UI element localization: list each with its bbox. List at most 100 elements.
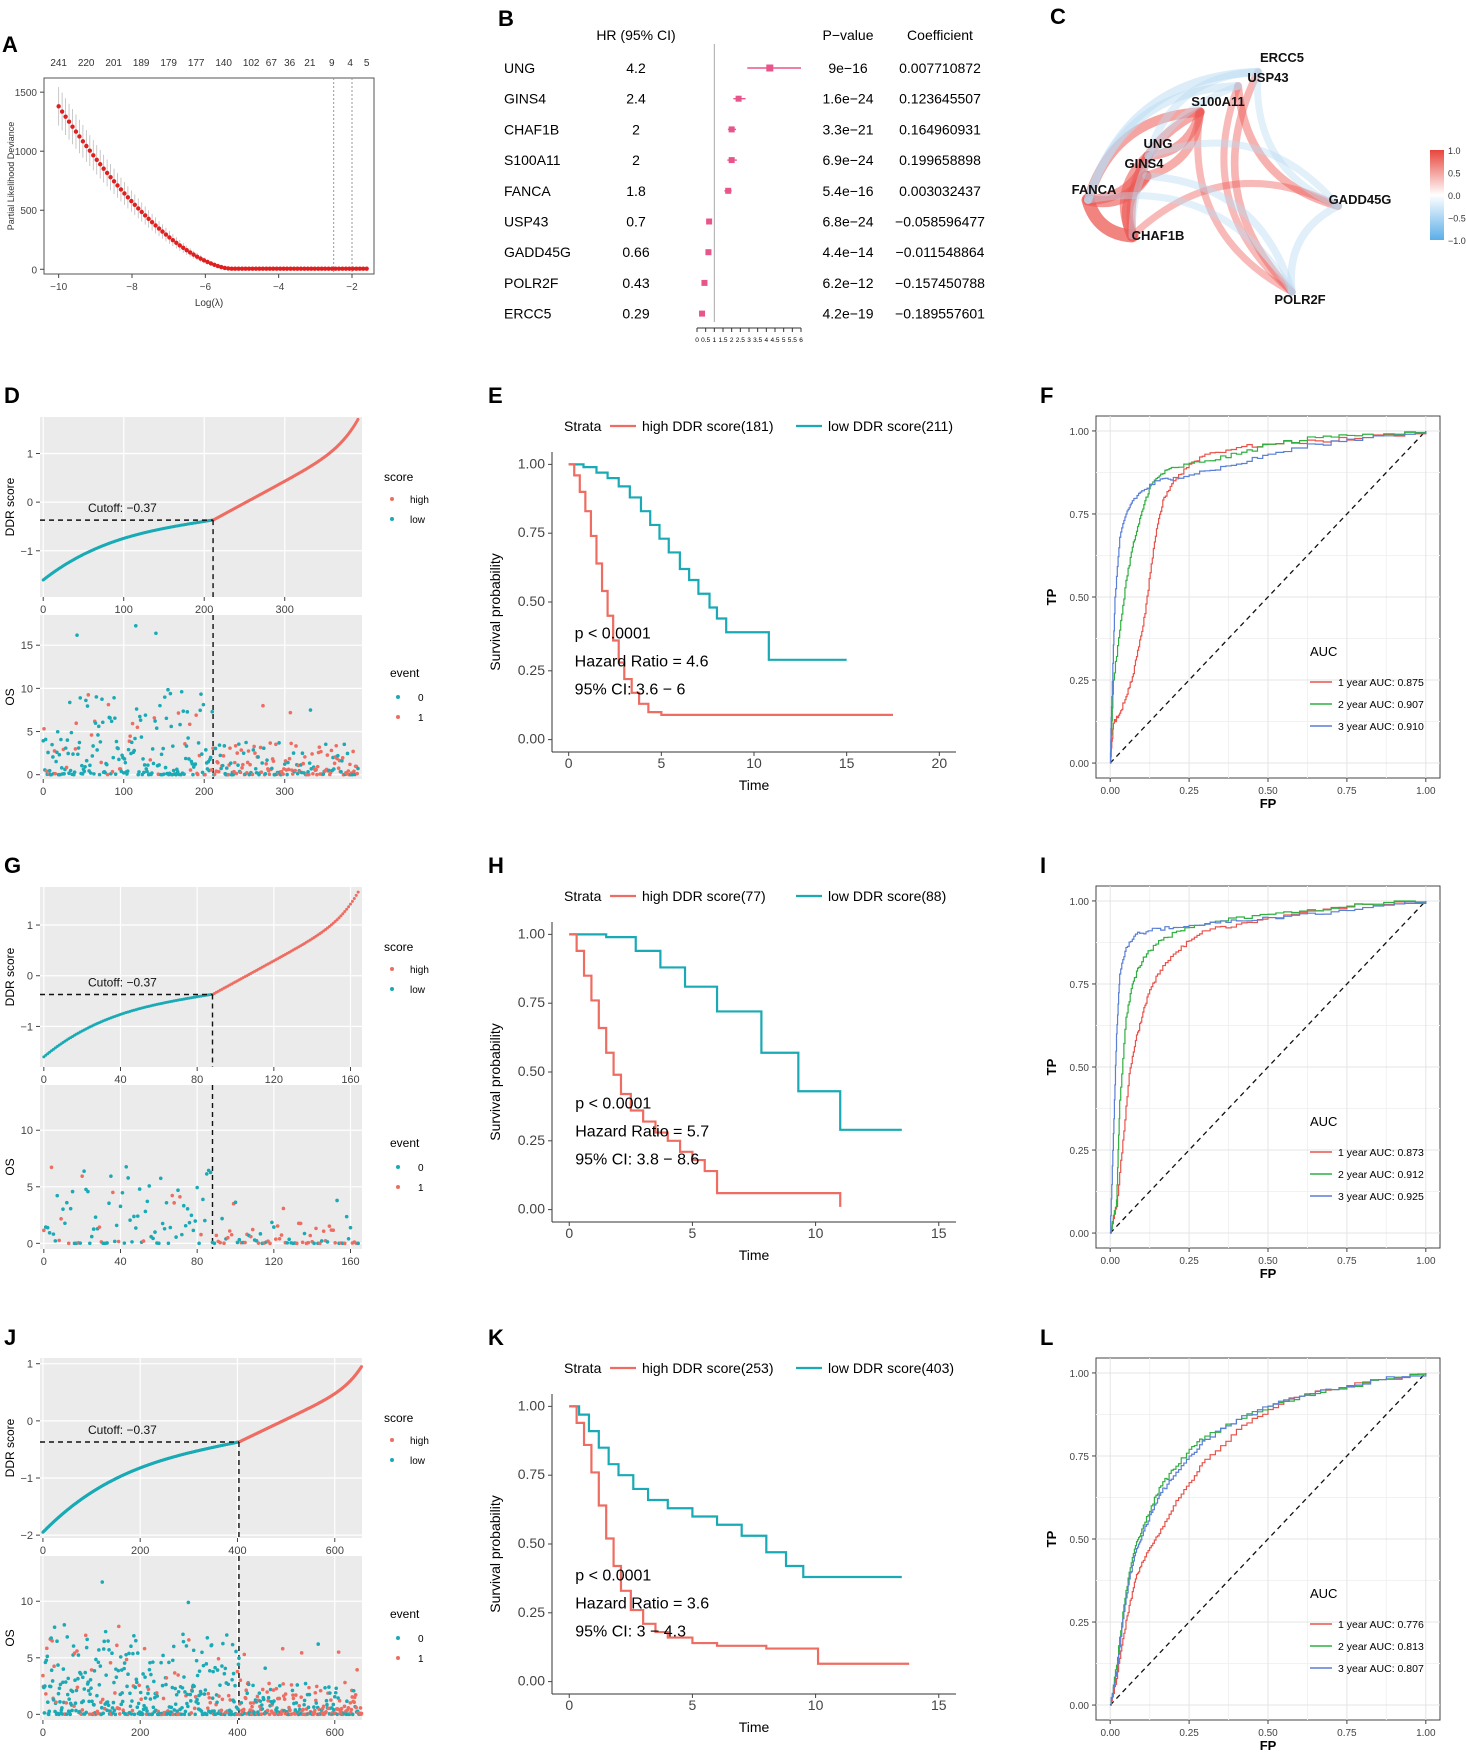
hr-marker (706, 218, 713, 225)
y-axis-label: TP (1044, 588, 1059, 605)
correlation-link (1128, 82, 1242, 240)
x-tick-label: 600 (326, 1727, 344, 1739)
forest-tick-label: 1 (713, 337, 717, 344)
color-legend-label: −1.0 (1448, 236, 1466, 246)
os-point (203, 772, 207, 777)
os-point (98, 740, 103, 744)
os-point (118, 1204, 123, 1209)
os-point (151, 1660, 155, 1664)
os-point (49, 1668, 54, 1672)
y-tick-label: 1.00 (1070, 1369, 1090, 1380)
y-tick-label: 5 (27, 1182, 33, 1194)
deviance-point (132, 202, 138, 208)
top-label: 4 (347, 58, 353, 69)
os-point (163, 765, 168, 770)
gene-node-label: GADD45G (1329, 192, 1392, 207)
os-point (183, 1709, 188, 1714)
hr-marker (728, 126, 735, 133)
deviance-point (291, 266, 297, 271)
os-point (291, 1696, 296, 1701)
deviance-point (167, 235, 172, 240)
os-point (199, 1692, 203, 1696)
y-tick-label: 1.00 (518, 1397, 545, 1413)
panel-label-b: B (498, 6, 514, 31)
risk-score-point (352, 897, 356, 901)
os-point (300, 1240, 305, 1245)
os-point (87, 1712, 92, 1716)
os-point (138, 1690, 143, 1695)
os-point (344, 1214, 349, 1219)
os-point (90, 754, 95, 758)
os-point (88, 1692, 92, 1696)
os-point (249, 1234, 253, 1239)
os-point (145, 1709, 149, 1713)
os-point (314, 1701, 319, 1705)
diagonal-reference (1109, 1372, 1427, 1706)
os-point (235, 1240, 240, 1245)
deviance-point (340, 266, 345, 271)
x-tick-label: 160 (341, 1256, 359, 1268)
y-tick-label: 0.25 (518, 662, 545, 678)
deviance-point (222, 265, 227, 271)
os-point (161, 746, 165, 751)
y-tick-label: 0.50 (1070, 593, 1090, 604)
os-point (289, 741, 293, 746)
legend-dot-event-0 (396, 695, 400, 699)
risk-score-point (343, 910, 347, 914)
x-tick-label: 0.00 (1100, 1256, 1120, 1267)
os-point (351, 749, 355, 754)
os-point (229, 1712, 234, 1717)
panel-k-km-curve: 0 5 10 15 0.00 0.25 0.50 0.75 1.00 Time Survival p… (487, 1360, 956, 1735)
os-point (216, 760, 220, 765)
os-point (164, 716, 169, 721)
os-point (315, 772, 319, 777)
os-point (130, 721, 135, 726)
os-point (346, 1706, 351, 1710)
os-point (112, 695, 116, 700)
deviance-point (142, 213, 148, 218)
os-point (131, 1651, 135, 1656)
correlation-link (1194, 108, 1296, 296)
x-tick-label: 160 (341, 1074, 359, 1086)
os-point (236, 1707, 240, 1711)
os-point (114, 739, 119, 744)
risk-score-point (345, 907, 349, 911)
y-tick-label: 0.25 (1070, 1146, 1090, 1157)
header-hr: HR (95% CI) (596, 27, 675, 43)
os-point (42, 1711, 47, 1715)
deviance-point (309, 266, 314, 271)
os-point (335, 1712, 339, 1717)
deviance-point (97, 162, 103, 167)
os-point (57, 1686, 62, 1691)
km-curve-high (569, 1405, 910, 1665)
os-point (216, 1656, 221, 1661)
os-point (189, 1213, 194, 1218)
deviance-point (91, 153, 96, 158)
os-point (260, 1703, 264, 1707)
deviance-point (343, 266, 349, 271)
deviance-point (302, 266, 307, 271)
os-point (171, 744, 175, 748)
os-point (211, 1669, 215, 1674)
os-point (201, 1663, 206, 1668)
os-point (132, 1214, 136, 1219)
os-point (100, 720, 105, 725)
os-point (182, 772, 186, 776)
os-point (185, 710, 190, 714)
os-point (282, 762, 287, 766)
os-point (132, 748, 136, 753)
os-point (313, 1708, 317, 1713)
os-point (142, 1703, 146, 1708)
p-value: 9e−16 (828, 60, 868, 76)
os-point (106, 1703, 111, 1708)
x-tick-label: 0.75 (1337, 1256, 1357, 1267)
os-point (227, 1229, 232, 1233)
os-point (141, 1239, 146, 1243)
legend-label-high: high DDR score(77) (642, 888, 766, 904)
legend-title: AUC (1310, 644, 1337, 659)
os-point (106, 702, 111, 707)
os-point (69, 730, 74, 735)
os-point (181, 709, 186, 713)
top-label: 179 (160, 58, 177, 69)
